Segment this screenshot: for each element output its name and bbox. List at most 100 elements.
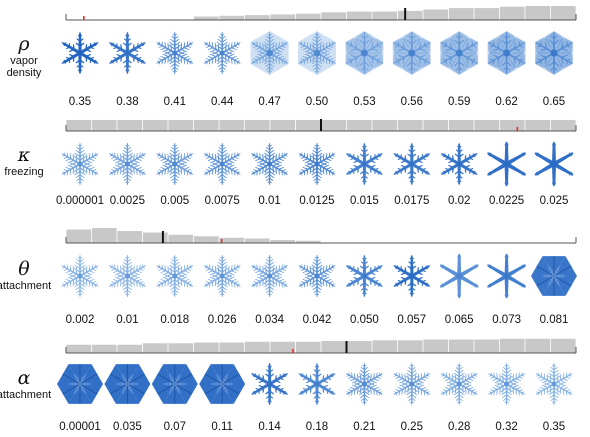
histogram-bar [270, 119, 296, 131]
snowflake-icon [484, 362, 529, 406]
histogram-bar [270, 240, 296, 243]
histogram-bar [397, 10, 423, 20]
histogram-bar [346, 11, 372, 20]
histogram-bar [244, 238, 270, 243]
snowflake-icon [486, 141, 528, 187]
histogram-bar [244, 15, 270, 20]
parameter-symbol: α [18, 367, 31, 389]
histogram-bar [295, 240, 321, 243]
histogram-bar [448, 8, 474, 20]
histogram-bar [321, 12, 347, 20]
histogram-bar [423, 9, 449, 20]
histogram-bar [346, 119, 372, 131]
parameter-value-label: 0.0025 [110, 195, 145, 207]
snowflake-icon [438, 142, 481, 186]
reference-value-marker [83, 16, 85, 20]
histogram-bar [372, 11, 398, 20]
parameter-value-label: 0.53 [353, 96, 375, 108]
histogram-bar [219, 237, 245, 243]
parameter-name: attachment [0, 280, 51, 292]
parameter-value-label: 0.21 [353, 421, 375, 433]
snowflake-icon [151, 363, 199, 405]
histogram-bar [270, 341, 296, 353]
parameter-value-label: 0.0175 [394, 195, 429, 207]
histogram-bar [321, 119, 347, 131]
parameter-value-label: 0.35 [543, 421, 565, 433]
snowflake-icon [153, 31, 197, 75]
snowflake-icon [105, 254, 150, 298]
parameter-value-label: 0.62 [495, 96, 517, 108]
histogram-bar [117, 231, 143, 243]
histogram-bar [346, 341, 372, 353]
snowflake-icon [248, 362, 291, 406]
parameter-value-label: 0.025 [540, 195, 569, 207]
snowflake-icon [58, 254, 102, 298]
histogram-bar [91, 119, 117, 131]
histogram-bar [525, 6, 551, 20]
histogram-bar [448, 339, 474, 353]
histogram-bar [525, 119, 551, 131]
snowflake-icon [247, 254, 292, 298]
snowflake-icon [530, 255, 578, 297]
parameter-value-label: 0.56 [401, 96, 423, 108]
snowflake-icon [105, 142, 150, 186]
parameter-value-label: 0.000001 [56, 195, 104, 207]
reference-value-marker [516, 127, 519, 131]
histogram-bar [142, 232, 168, 243]
histogram-bar [270, 14, 296, 20]
parameter-value-label: 0.65 [543, 96, 565, 108]
parameter-value-label: 0.14 [258, 421, 281, 433]
parameter-value-label: 0.0125 [299, 195, 334, 207]
snowflake-icon [200, 254, 244, 298]
histogram-bar [525, 338, 551, 353]
parameter-value-label: 0.026 [208, 314, 237, 326]
histogram-bar [168, 119, 194, 131]
parameter-value-label: 0.042 [303, 314, 332, 326]
histogram-bar [423, 339, 449, 353]
parameter-value-label: 0.0225 [489, 195, 524, 207]
parameter-value-label: 0.59 [448, 96, 470, 108]
parameter-value-label: 0.50 [306, 96, 328, 108]
selected-value-marker [404, 8, 407, 20]
histogram-bar [550, 6, 576, 20]
parameter-name: density [7, 67, 42, 79]
histogram-bar [193, 119, 219, 131]
histogram-bar [193, 16, 219, 20]
histogram-bar [295, 119, 321, 131]
histogram-bar [193, 236, 219, 243]
parameter-value-label: 0.01 [258, 195, 280, 207]
snowflake-icon [295, 254, 339, 298]
snowflake-icon [106, 31, 149, 75]
snowflake-icon [390, 142, 433, 186]
snowflake-icon [59, 31, 101, 75]
selected-value-marker [161, 231, 164, 243]
snowflake-icon [483, 31, 530, 75]
parameter-value-label: 0.005 [160, 195, 189, 207]
parameter-value-label: 0.018 [160, 314, 189, 326]
parameter-name: freezing [4, 166, 43, 178]
parameter-value-label: 0.081 [540, 314, 569, 326]
histogram-bar [474, 119, 500, 131]
histogram-bar [423, 119, 449, 131]
histogram-bar [499, 338, 525, 353]
parameter-value-label: 0.065 [445, 314, 474, 326]
parameter-value-label: 0.11 [211, 421, 233, 433]
parameter-value-label: 0.073 [492, 314, 521, 326]
snowflake-icon [247, 142, 292, 186]
snowflake-icon [296, 362, 338, 406]
histogram-bar [397, 119, 423, 131]
parameter-value-label: 0.00001 [59, 421, 101, 433]
histogram-bar [550, 119, 576, 131]
histogram-bar [474, 8, 500, 20]
histogram-bar [193, 342, 219, 353]
histogram-bar [66, 344, 92, 353]
snowflake-icon [153, 254, 197, 298]
parameter-value-label: 0.44 [211, 96, 234, 108]
histogram-bar [474, 339, 500, 353]
parameter-value-label: 0.015 [350, 195, 379, 207]
parameter-value-label: 0.41 [164, 96, 186, 108]
